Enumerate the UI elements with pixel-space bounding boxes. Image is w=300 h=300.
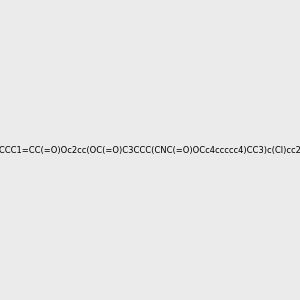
Text: CCCC1=CC(=O)Oc2cc(OC(=O)C3CCC(CNC(=O)OCc4ccccc4)CC3)c(Cl)cc21: CCCC1=CC(=O)Oc2cc(OC(=O)C3CCC(CNC(=O)OCc… <box>0 146 300 154</box>
